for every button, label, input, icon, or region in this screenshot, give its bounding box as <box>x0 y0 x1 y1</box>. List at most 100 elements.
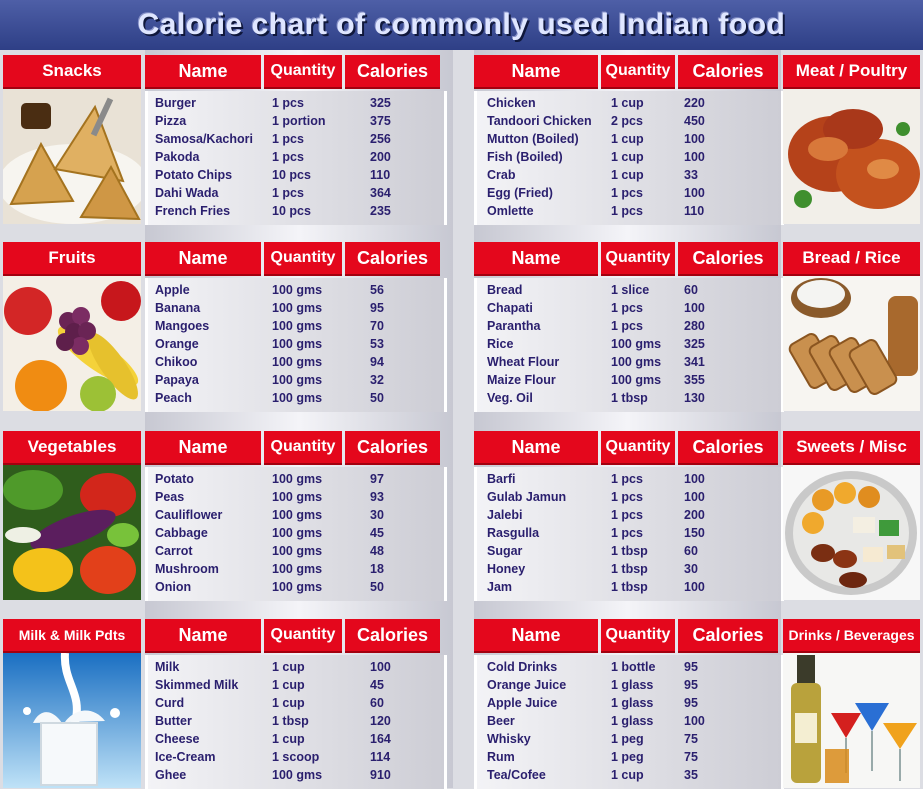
food-quantity: 1 cup <box>272 678 305 692</box>
food-quantity: 100 gms <box>272 508 323 522</box>
food-calories: 450 <box>684 114 705 128</box>
food-calories: 60 <box>370 696 384 710</box>
quantity-column-header: Quantity <box>601 619 675 653</box>
food-quantity: 1 tbsp <box>611 391 648 405</box>
food-name: Chikoo <box>155 355 198 369</box>
table-row: Milk 1 cup 100 <box>148 658 444 676</box>
food-name: Samosa/Kachori <box>155 132 253 146</box>
food-table-milk-milk-pdts: Milk 1 cup 100 Skimmed Milk 1 cup 45 Curd 1 cup… <box>145 655 447 789</box>
food-name: Fish (Boiled) <box>487 150 563 164</box>
table-row: Omlette 1 pcs 110 <box>477 202 781 220</box>
food-quantity: 100 gms <box>272 526 323 540</box>
food-calories: 100 <box>684 580 705 594</box>
category-header-snacks: Snacks <box>3 55 141 89</box>
bread-rice-icon <box>783 276 920 411</box>
food-name: Peach <box>155 391 192 405</box>
food-name: Pakoda <box>155 150 200 164</box>
table-row: Maize Flour 100 gms 355 <box>477 371 781 389</box>
food-calories: 375 <box>370 114 391 128</box>
table-row: Orange Juice 1 glass 95 <box>477 676 781 694</box>
table-row: Onion 100 gms 50 <box>148 578 444 596</box>
table-row: Butter 1 tbsp 120 <box>148 712 444 730</box>
food-quantity: 1 glass <box>611 678 654 692</box>
food-name: Skimmed Milk <box>155 678 239 692</box>
food-quantity: 1 tbsp <box>611 580 648 594</box>
food-calories: 95 <box>370 301 384 315</box>
food-quantity: 1 cup <box>272 696 305 710</box>
food-name: Potato Chips <box>155 168 233 182</box>
table-row: Sugar 1 tbsp 60 <box>477 542 781 560</box>
name-column-header: Name <box>474 55 598 89</box>
food-name: Potato <box>155 472 194 486</box>
food-quantity: 100 gms <box>272 319 323 333</box>
food-name: Mutton (Boiled) <box>487 132 579 146</box>
food-name: Mangoes <box>155 319 210 333</box>
table-row: Ghee 100 gms 910 <box>148 766 444 784</box>
food-quantity: 1 glass <box>611 696 654 710</box>
food-quantity: 100 gms <box>272 301 323 315</box>
food-quantity: 1 cup <box>272 660 305 674</box>
food-calories: 56 <box>370 283 384 297</box>
table-row: Peach 100 gms 50 <box>148 389 444 407</box>
name-column-header: Name <box>145 55 261 89</box>
food-name: Onion <box>155 580 192 594</box>
table-row: Pizza 1 portion 375 <box>148 112 444 130</box>
table-row: Apple 100 gms 56 <box>148 281 444 299</box>
table-row: Egg (Fried) 1 pcs 100 <box>477 184 781 202</box>
food-name: Bread <box>487 283 523 297</box>
food-quantity: 1 portion <box>272 114 326 128</box>
food-name: Cauliflower <box>155 508 223 522</box>
quantity-column-header: Quantity <box>264 431 342 465</box>
food-quantity: 10 pcs <box>272 204 311 218</box>
quantity-column-header: Quantity <box>264 619 342 653</box>
table-row: Chikoo 100 gms 94 <box>148 353 444 371</box>
calories-column-header: Calories <box>345 55 440 89</box>
food-calories: 150 <box>684 526 705 540</box>
table-row: Mushroom 100 gms 18 <box>148 560 444 578</box>
food-name: Cold Drinks <box>487 660 558 674</box>
food-calories: 45 <box>370 526 384 540</box>
roast-chicken-icon <box>783 89 920 224</box>
food-name: Pizza <box>155 114 187 128</box>
food-name: Butter <box>155 714 192 728</box>
food-calories: 53 <box>370 337 384 351</box>
food-quantity: 1 cup <box>272 732 305 746</box>
food-name: Veg. Oil <box>487 391 533 405</box>
table-row: Mangoes 100 gms 70 <box>148 317 444 335</box>
table-row: Cheese 1 cup 164 <box>148 730 444 748</box>
calories-column-header: Calories <box>678 619 778 653</box>
category-header-bread-rice: Bread / Rice <box>783 242 920 276</box>
food-quantity: 1 cup <box>611 132 644 146</box>
food-calories: 95 <box>684 660 698 674</box>
food-table-fruits: Apple 100 gms 56 Banana 100 gms 95 Mangoes 100 … <box>145 278 447 412</box>
food-name: Jalebi <box>487 508 523 522</box>
food-calories: 341 <box>684 355 705 369</box>
food-calories: 130 <box>684 391 705 405</box>
food-quantity: 2 pcs <box>611 114 643 128</box>
food-calories: 100 <box>684 150 705 164</box>
calories-column-header: Calories <box>678 242 778 276</box>
table-row: Cauliflower 100 gms 30 <box>148 506 444 524</box>
table-row: Chapati 1 pcs 100 <box>477 299 781 317</box>
table-row: Cold Drinks 1 bottle 95 <box>477 658 781 676</box>
food-table-vegetables: Potato 100 gms 97 Peas 100 gms 93 Cauliflower 1… <box>145 467 447 601</box>
food-quantity: 1 glass <box>611 714 654 728</box>
food-quantity: 1 peg <box>611 732 644 746</box>
food-quantity: 100 gms <box>272 472 323 486</box>
food-calories: 94 <box>370 355 384 369</box>
table-row: Beer 1 glass 100 <box>477 712 781 730</box>
food-calories: 110 <box>684 204 705 218</box>
food-name: Curd <box>155 696 185 710</box>
table-row: Rasgulla 1 pcs 150 <box>477 524 781 542</box>
calories-column-header: Calories <box>345 242 440 276</box>
food-calories: 45 <box>370 678 384 692</box>
food-name: Ghee <box>155 768 187 782</box>
table-row: Samosa/Kachori 1 pcs 256 <box>148 130 444 148</box>
food-name: Dahi Wada <box>155 186 219 200</box>
quantity-column-header: Quantity <box>601 431 675 465</box>
food-calories: 100 <box>370 660 391 674</box>
food-quantity: 100 gms <box>272 391 323 405</box>
category-header-drinks-beverages: Drinks / Beverages <box>783 619 920 653</box>
table-row: Rice 100 gms 325 <box>477 335 781 353</box>
food-calories: 235 <box>370 204 391 218</box>
